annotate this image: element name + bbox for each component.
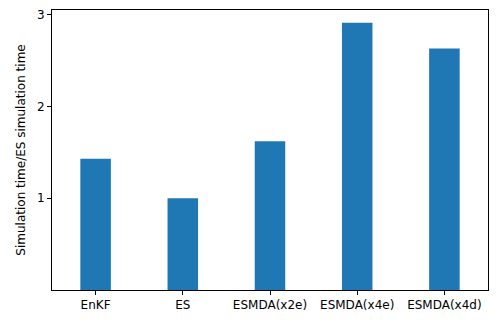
svg-text:ES: ES [175, 298, 190, 312]
svg-text:Simulation time/ES simulation: Simulation time/ES simulation time [14, 44, 28, 255]
svg-text:ESMDA(x4e): ESMDA(x4e) [320, 298, 394, 312]
svg-text:EnKF: EnKF [81, 298, 111, 312]
svg-text:1: 1 [37, 191, 45, 205]
svg-text:ESMDA(x4d): ESMDA(x4d) [407, 298, 482, 312]
svg-text:2: 2 [37, 100, 45, 114]
svg-text:3: 3 [37, 8, 45, 22]
svg-text:ESMDA(x2e): ESMDA(x2e) [233, 298, 307, 312]
